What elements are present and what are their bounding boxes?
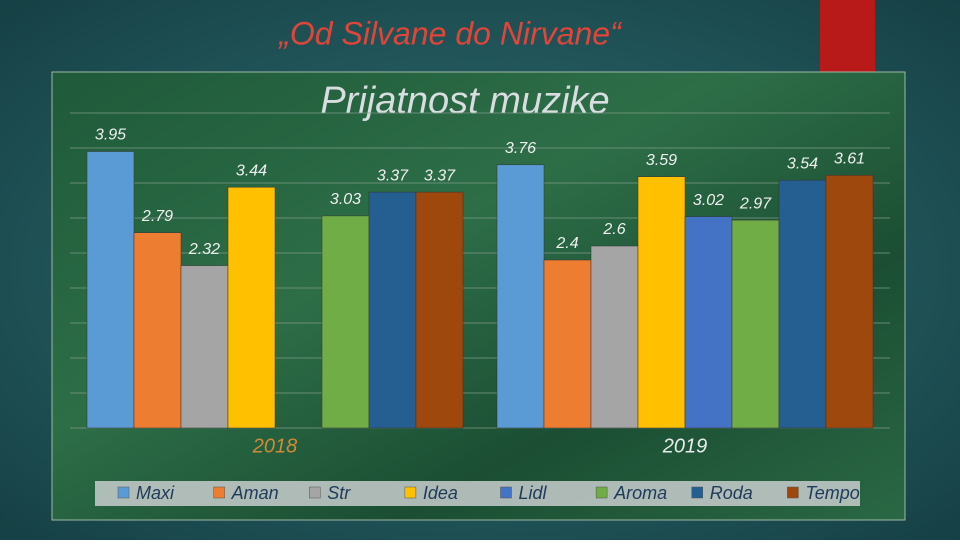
value-label: 2.4 xyxy=(555,235,578,252)
bar xyxy=(778,179,827,429)
value-label: 3.59 xyxy=(646,152,677,169)
value-label: 3.37 xyxy=(377,167,409,184)
legend-swatch xyxy=(117,486,130,499)
value-label: 3.37 xyxy=(424,167,456,184)
value-label: 3.76 xyxy=(505,140,536,157)
value-label: 3.44 xyxy=(236,162,267,179)
value-label: 2.6 xyxy=(602,221,625,238)
value-label: 2.79 xyxy=(141,208,173,225)
bar xyxy=(825,175,874,429)
bar xyxy=(590,245,639,429)
legend-swatch xyxy=(213,486,225,499)
accent-bar xyxy=(820,0,875,72)
bar xyxy=(637,176,686,429)
bar xyxy=(731,219,780,429)
legend-swatch xyxy=(595,486,608,499)
bar xyxy=(180,265,229,429)
legend-label: Aroma xyxy=(613,483,667,503)
value-label: 3.02 xyxy=(693,192,724,209)
bar xyxy=(86,151,135,429)
bar xyxy=(543,259,592,429)
bar xyxy=(133,232,182,429)
legend-label: Aman xyxy=(231,483,279,503)
legend-label: Str xyxy=(327,483,351,503)
legend-swatch xyxy=(787,486,799,499)
value-label: 3.61 xyxy=(834,151,865,168)
bar xyxy=(496,164,545,429)
legend-label: Idea xyxy=(423,483,458,503)
legend-label: Lidl xyxy=(519,483,548,503)
x-tick-label: 2019 xyxy=(662,435,708,457)
legend-swatch xyxy=(404,486,417,499)
bar xyxy=(684,216,733,429)
value-label: 2.97 xyxy=(739,195,772,212)
bar xyxy=(368,191,417,429)
x-tick-label: 2018 xyxy=(252,435,298,457)
slide-title: „Od Silvane do Nirvane“ xyxy=(277,15,623,51)
bar xyxy=(415,191,464,429)
legend-swatch xyxy=(691,486,703,499)
value-label: 3.54 xyxy=(787,155,818,172)
legend-label: Maxi xyxy=(136,483,175,503)
chart-title: Prijatnost muzike xyxy=(320,80,609,122)
value-label: 2.32 xyxy=(188,241,220,258)
legend-label: Tempo xyxy=(805,483,859,503)
legend-swatch xyxy=(309,486,321,499)
bar xyxy=(321,215,370,429)
legend-swatch xyxy=(500,486,512,499)
value-label: 3.03 xyxy=(330,191,361,208)
legend-label: Roda xyxy=(710,483,753,503)
value-label: 3.95 xyxy=(95,127,126,144)
bar xyxy=(227,186,276,429)
